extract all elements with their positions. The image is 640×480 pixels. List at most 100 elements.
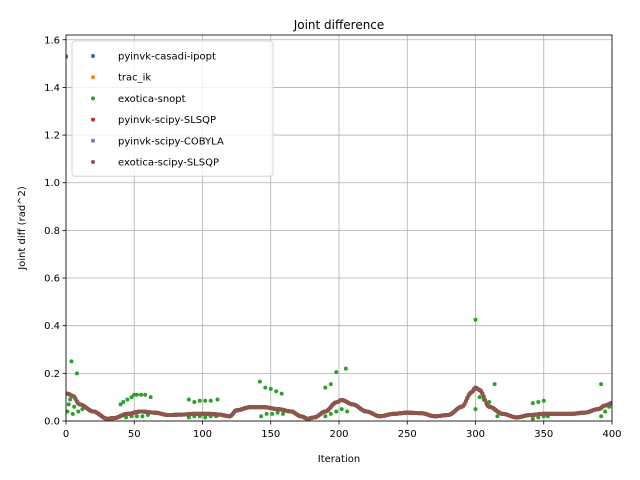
data-point (208, 398, 213, 403)
data-point (186, 415, 191, 420)
data-point (463, 399, 468, 404)
data-point (610, 401, 612, 406)
y-tick-label: 0.0 (44, 417, 60, 428)
data-point (603, 409, 608, 414)
data-point (203, 415, 208, 420)
data-point (270, 411, 275, 416)
data-point (68, 397, 73, 402)
data-point (536, 415, 541, 420)
y-tick-label: 1.0 (44, 178, 60, 189)
y-tick-label: 0.4 (44, 321, 60, 332)
data-point (480, 391, 485, 396)
data-point (599, 382, 604, 387)
legend-marker (91, 96, 95, 101)
data-point (143, 392, 148, 397)
data-point (257, 379, 262, 384)
data-point (134, 414, 139, 419)
data-point (264, 411, 269, 416)
data-point (203, 398, 208, 403)
legend-label: exotica-snopt (118, 94, 186, 105)
data-point (76, 409, 81, 414)
data-point (275, 410, 280, 415)
data-point (263, 385, 268, 390)
y-axis-label: Joint diff (rad^2) (17, 186, 28, 271)
data-point (541, 398, 546, 403)
legend-marker (91, 54, 95, 58)
legend-label: pyinvk-casadi-ipopt (118, 52, 216, 63)
chart-title: Joint difference (293, 18, 385, 32)
y-tick-label: 1.4 (44, 83, 60, 94)
data-point (530, 401, 535, 406)
data-point (148, 395, 153, 400)
x-tick-label: 300 (466, 429, 485, 440)
data-point (495, 414, 500, 419)
legend-label: pyinvk-scipy-SLSQP (118, 115, 216, 126)
data-point (125, 397, 130, 402)
data-point (279, 391, 284, 396)
data-point (197, 398, 202, 403)
data-point (345, 409, 350, 414)
data-point (74, 371, 79, 376)
x-tick-label: 50 (128, 429, 141, 440)
y-tick-label: 1.2 (44, 131, 60, 142)
data-point (599, 414, 604, 419)
data-point (323, 385, 328, 390)
data-layer (66, 54, 612, 421)
data-point (334, 370, 339, 375)
legend-marker (91, 160, 95, 164)
data-point (281, 411, 286, 416)
y-tick-label: 0.2 (44, 369, 60, 380)
data-point (72, 404, 77, 409)
data-point (274, 389, 279, 394)
data-point (259, 414, 264, 419)
data-point (70, 411, 75, 416)
data-point (66, 402, 71, 407)
legend-box (71, 40, 274, 177)
data-point (134, 392, 139, 397)
x-tick-label: 250 (398, 429, 417, 440)
data-point (186, 397, 191, 402)
data-point (481, 394, 486, 399)
y-tick-label: 0.8 (44, 226, 60, 237)
data-point (343, 366, 348, 371)
data-point (192, 399, 197, 404)
legend-label: pyinvk-scipy-COBYLA (118, 136, 224, 147)
data-point (334, 409, 339, 414)
x-tick-label: 0 (63, 429, 69, 440)
data-point (339, 407, 344, 412)
x-tick-label: 200 (329, 429, 348, 440)
legend-marker (91, 138, 95, 143)
data-point (121, 399, 126, 404)
data-point (80, 407, 85, 412)
legend-marker (91, 75, 95, 80)
x-tick-label: 400 (602, 429, 621, 440)
x-tick-label: 350 (534, 429, 553, 440)
x-tick-label: 100 (193, 429, 212, 440)
data-point (323, 414, 328, 419)
legend-label: exotica-scipy-SLSQP (118, 158, 219, 169)
data-point (328, 382, 333, 387)
data-point (66, 54, 68, 59)
data-point (129, 395, 134, 400)
data-point (118, 402, 123, 407)
data-point (139, 392, 144, 397)
data-point (477, 395, 482, 400)
legend: pyinvk-casadi-ipopt trac_ik exotica-snopt p… (71, 40, 274, 177)
series-5-points (66, 54, 612, 421)
data-point (530, 416, 535, 421)
data-point (215, 397, 220, 402)
legend-marker (91, 117, 95, 122)
data-point (69, 359, 74, 364)
axis-ticks: 0 50 100 150 200 250 300 350 400 0.0 0.2 0.4 0.6 0.8 1… (44, 35, 621, 440)
y-tick-label: 1.6 (44, 35, 60, 46)
data-point (268, 386, 273, 391)
data-point (124, 415, 129, 420)
legend-label: trac_ik (118, 73, 151, 84)
data-point (473, 317, 478, 322)
data-point (328, 411, 333, 416)
data-point (536, 399, 541, 404)
data-point (140, 414, 145, 419)
y-tick-label: 0.6 (44, 274, 60, 285)
data-point (66, 409, 70, 414)
